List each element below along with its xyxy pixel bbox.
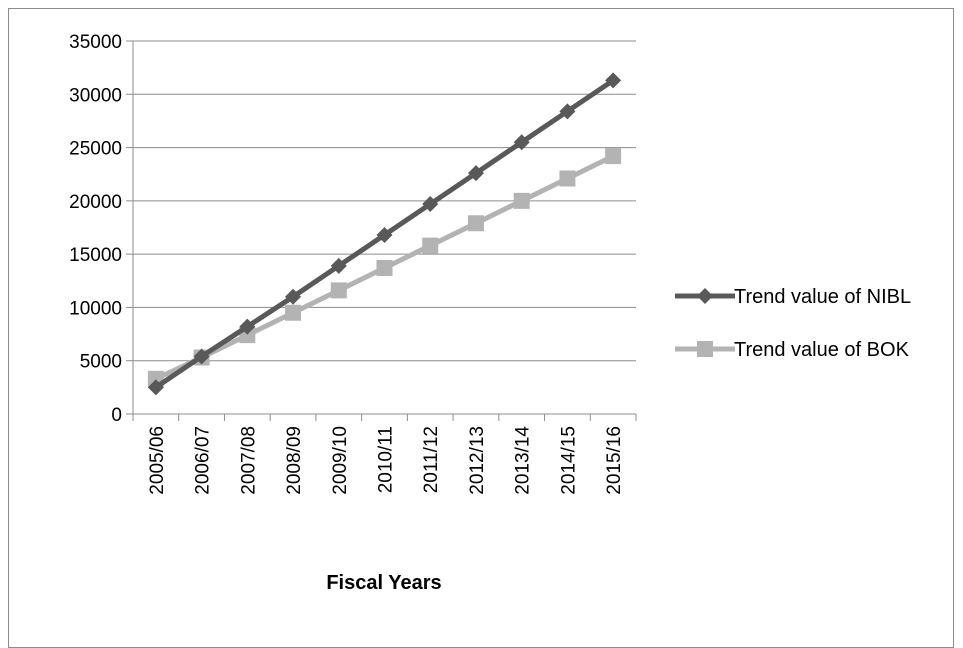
axes (126, 40, 637, 421)
y-tick-label: 15000 (69, 245, 122, 266)
data-point (376, 226, 393, 243)
x-tick-label: 2012/13 (467, 426, 488, 495)
data-point (285, 304, 302, 321)
y-tick-label: 10000 (69, 298, 122, 319)
x-tick-label: 2015/16 (604, 426, 625, 495)
data-point (513, 134, 530, 151)
legend: Trend value of NIBL Trend value of BOK (675, 286, 911, 361)
legend-marker (697, 288, 713, 304)
gridlines (133, 40, 636, 362)
data-point (467, 165, 484, 182)
x-tick-label: 2011/12 (421, 426, 442, 493)
data-point (330, 257, 347, 274)
data-point (239, 318, 256, 335)
y-tick-label: 0 (111, 405, 122, 426)
x-tick-label: 2007/08 (238, 426, 259, 495)
y-tick-label: 5000 (80, 352, 122, 373)
y-tick-label: 20000 (69, 192, 122, 213)
series-0 (147, 72, 622, 396)
data-point (605, 72, 622, 89)
y-tick-label: 30000 (69, 85, 122, 106)
x-tick-label: 2006/07 (193, 426, 214, 495)
data-point (147, 379, 164, 396)
x-tick-label: 2008/09 (284, 426, 305, 495)
data-point (422, 237, 439, 254)
data-point (285, 288, 302, 305)
data-point (467, 215, 484, 232)
y-tick-label: 35000 (69, 32, 122, 53)
series-lines (147, 72, 622, 396)
chart-frame (8, 8, 954, 648)
series-1 (147, 148, 622, 387)
line-chart: 0 5000 10000 15000 20000 25000 30000 35000 2005/… (69, 32, 911, 594)
y-tick-label: 25000 (69, 139, 122, 160)
data-point (376, 259, 393, 276)
legend-item: Trend value of NIBL (675, 286, 911, 308)
x-tick-label: 2013/14 (513, 426, 534, 495)
data-point (330, 282, 347, 299)
x-tick-label: 2014/15 (558, 426, 579, 495)
data-point (422, 196, 439, 213)
data-point (605, 148, 622, 165)
data-point (559, 103, 576, 120)
data-point (513, 192, 530, 209)
x-tick-label: 2010/11 (376, 426, 397, 493)
legend-item: Trend value of BOK (675, 339, 910, 361)
x-axis-title: Fiscal Years (326, 572, 441, 594)
data-point (193, 348, 210, 365)
data-point (559, 170, 576, 187)
tick-labels: 0 5000 10000 15000 20000 25000 30000 35000 2005/… (69, 32, 625, 495)
legend-label: Trend value of BOK (734, 339, 910, 361)
legend-marker (697, 341, 713, 357)
x-tick-label: 2009/10 (330, 426, 351, 495)
legend-label: Trend value of NIBL (734, 286, 911, 308)
x-tick-label: 2005/06 (147, 426, 168, 495)
